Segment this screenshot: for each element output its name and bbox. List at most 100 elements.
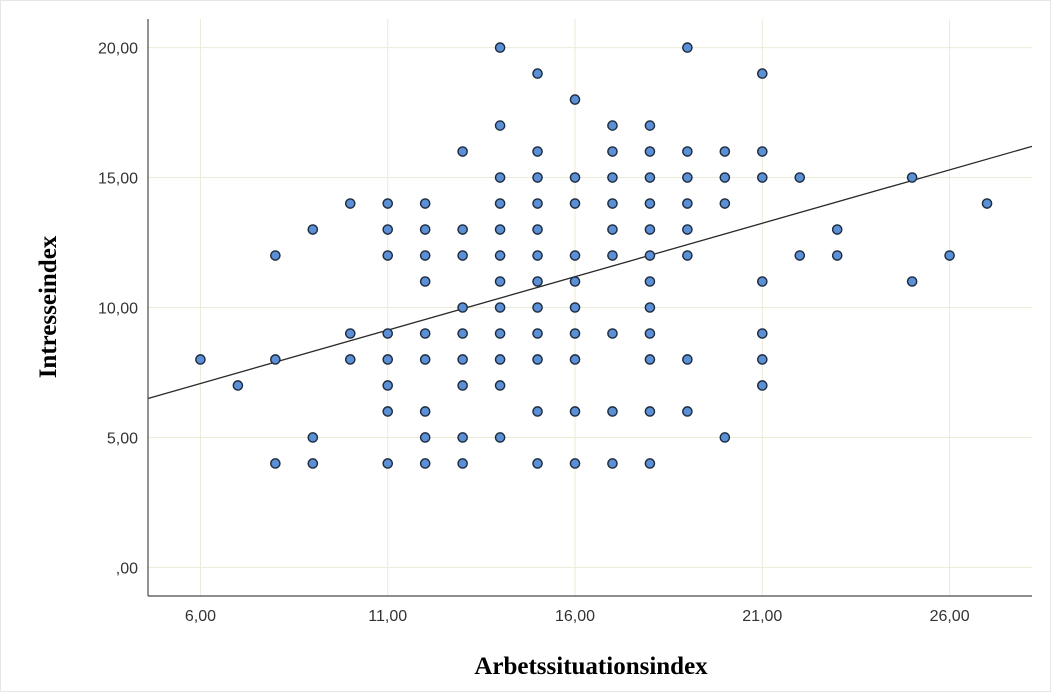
scatter-point [457,302,468,313]
x-axis-title: Arbetssituationsindex [474,653,708,680]
y-tick-label: 10,00 [98,301,138,318]
scatter-point [682,354,693,365]
x-tick-label: 16,00 [555,608,595,625]
scatter-point [419,458,431,469]
scatter-point [607,224,618,235]
scatter-point [532,250,543,261]
scatter-point [532,354,543,365]
y-tick-label: ,00 [116,560,138,577]
scatter-point [607,146,618,157]
scatter-point [719,198,731,209]
scatter-point [644,250,656,261]
scatter-point [944,250,955,261]
scatter-point [344,198,356,209]
scatter-point [419,198,431,209]
scatter-point [757,146,768,157]
scatter-point [419,328,431,339]
scatter-point [682,42,693,53]
scatter-point [569,276,581,287]
scatter-point [719,146,731,157]
scatter-point [419,276,431,287]
scatter-point [757,354,768,365]
scatter-point [644,302,656,313]
fit-line-layer [147,145,1033,400]
scatter-point [906,172,918,183]
scatter-point [719,432,731,443]
scatter-point [457,250,468,261]
scatter-point [457,146,468,157]
scatter-point [457,224,468,235]
scatter-point [382,224,394,235]
scatter-point [532,68,543,79]
scatter-point [494,380,506,391]
scatter-point [419,432,431,443]
grid-layer [148,19,1032,596]
x-tick-label: 6,00 [185,608,216,625]
scatter-point [307,432,319,443]
scatter-point [607,198,618,209]
x-tick-label: 21,00 [742,608,782,625]
scatter-point [494,224,506,235]
scatter-point [307,458,319,469]
scatter-point [644,120,656,131]
scatter-point [569,354,581,365]
scatter-point [494,354,506,365]
points-layer [195,42,993,469]
scatter-point [607,172,618,183]
scatter-point [382,406,394,417]
y-tick-label: 5,00 [107,430,138,447]
scatter-point [457,328,468,339]
scatter-point [195,354,206,365]
scatter-point [532,458,543,469]
scatter-point [307,224,319,235]
scatter-point [682,224,693,235]
scatter-point [457,432,468,443]
scatter-point [382,380,394,391]
scatter-point [532,224,543,235]
scatter-point [719,172,731,183]
scatter-point [419,250,431,261]
scatter-point [981,198,993,209]
scatter-point [532,276,543,287]
scatter-point [494,432,506,443]
scatter-point [682,250,693,261]
scatter-point [906,276,918,287]
axes-layer [147,19,1032,597]
scatter-point [682,198,693,209]
tick-labels-layer: 6,00 11,00 16,00 21,00 26,00 ,00 5,00 10,00 15,0… [98,41,970,625]
y-tick-label: 20,00 [98,41,138,58]
scatter-point [382,328,394,339]
scatter-point [382,250,394,261]
scatter-point [757,380,768,391]
scatter-point [569,198,581,209]
scatter-point [831,250,843,261]
scatter-point [532,328,543,339]
scatter-point [494,250,506,261]
scatter-point [644,406,656,417]
scatter-point [569,302,581,313]
scatter-point [607,250,618,261]
scatter-point [494,328,506,339]
scatter-point [757,276,768,287]
scatter-point [831,224,843,235]
scatter-point [270,458,281,469]
scatter-point [494,42,506,53]
scatter-point [494,302,506,313]
scatter-point [682,406,693,417]
scatter-point [532,146,543,157]
scatter-point [607,120,618,131]
scatter-point [382,198,394,209]
scatter-point [682,172,693,183]
scatter-point [382,458,394,469]
x-tick-label: 26,00 [930,608,970,625]
scatter-point [569,250,581,261]
scatter-point [644,146,656,157]
scatter-point [644,172,656,183]
scatter-point [457,354,468,365]
scatter-point [532,172,543,183]
scatter-point [419,224,431,235]
scatter-point [344,354,356,365]
scatter-point [382,354,394,365]
